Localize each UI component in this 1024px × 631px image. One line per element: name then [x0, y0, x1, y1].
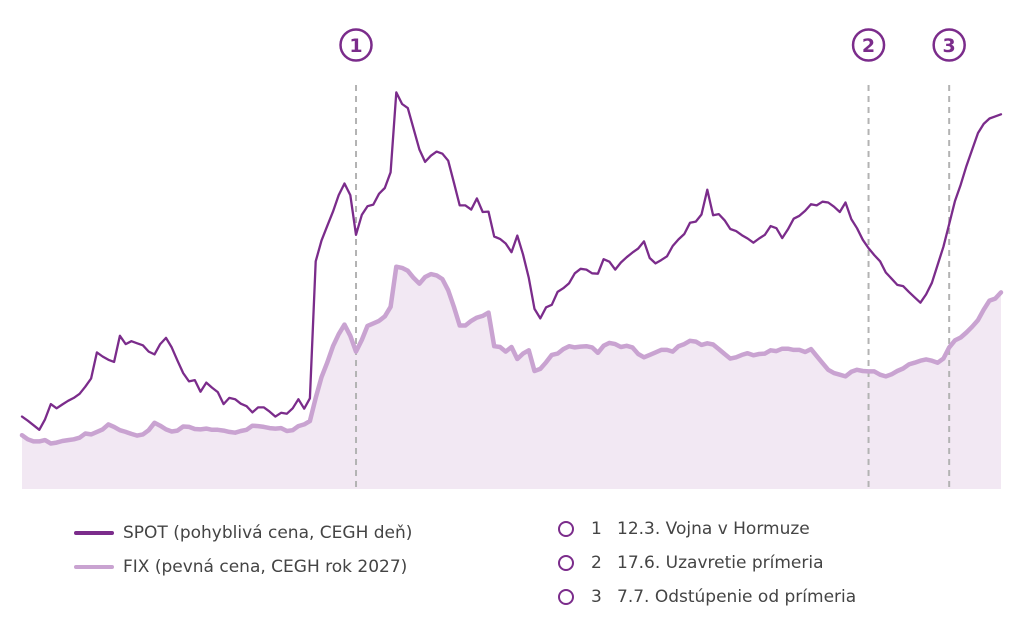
- event-text: 7.7. Odstúpenie od prímeria: [617, 587, 857, 607]
- event-ring-icon: [558, 589, 574, 605]
- fix-area: [22, 266, 1001, 489]
- event-text: 17.6. Uzavretie prímeria: [617, 553, 824, 573]
- event-number: 1: [591, 519, 602, 539]
- legend-label-spot: SPOT (pohyblivá cena, CEGH deň): [123, 523, 413, 543]
- event-ring-icon: [558, 521, 574, 537]
- legend: SPOT (pohyblivá cena, CEGH deň) FIX (pev…: [74, 516, 412, 584]
- event-marker-circle-3: [932, 28, 966, 62]
- legend-label-fix: FIX (pevná cena, CEGH rok 2027): [123, 557, 408, 577]
- series-lines: [19, 91, 1004, 446]
- event-markers: 1 2 3: [339, 28, 966, 62]
- event-marker-label-2: 2: [862, 35, 875, 57]
- series-line-spot: [20, 91, 1003, 431]
- legend-swatch-fix: [74, 565, 114, 569]
- event-marker-circle-2: [851, 28, 886, 62]
- event-marker-label-1: 1: [349, 35, 362, 57]
- event-item-1: 1 12.3. Vojna v Hormuze: [558, 512, 856, 546]
- legend-item-fix: FIX (pevná cena, CEGH rok 2027): [74, 550, 412, 584]
- event-legend: 1 12.3. Vojna v Hormuze 2 17.6. Uzavreti…: [558, 512, 856, 614]
- event-item-3: 3 7.7. Odstúpenie od prímeria: [558, 580, 856, 614]
- event-number: 3: [591, 587, 602, 607]
- event-marker-label-3: 3: [943, 35, 956, 57]
- legend-item-spot: SPOT (pohyblivá cena, CEGH deň): [74, 516, 412, 550]
- event-marker-circle-1: [339, 28, 373, 62]
- event-ring-icon: [558, 555, 574, 571]
- event-item-2: 2 17.6. Uzavretie prímeria: [558, 546, 856, 580]
- event-number: 2: [591, 553, 602, 573]
- legend-swatch-spot: [74, 531, 114, 535]
- fix-area-fill: [22, 266, 1001, 489]
- price-chart: 1 2 3: [19, 28, 1004, 489]
- event-text: 12.3. Vojna v Hormuze: [617, 519, 810, 539]
- series-line-fix: [19, 264, 1004, 446]
- event-guide-lines: [355, 85, 951, 489]
